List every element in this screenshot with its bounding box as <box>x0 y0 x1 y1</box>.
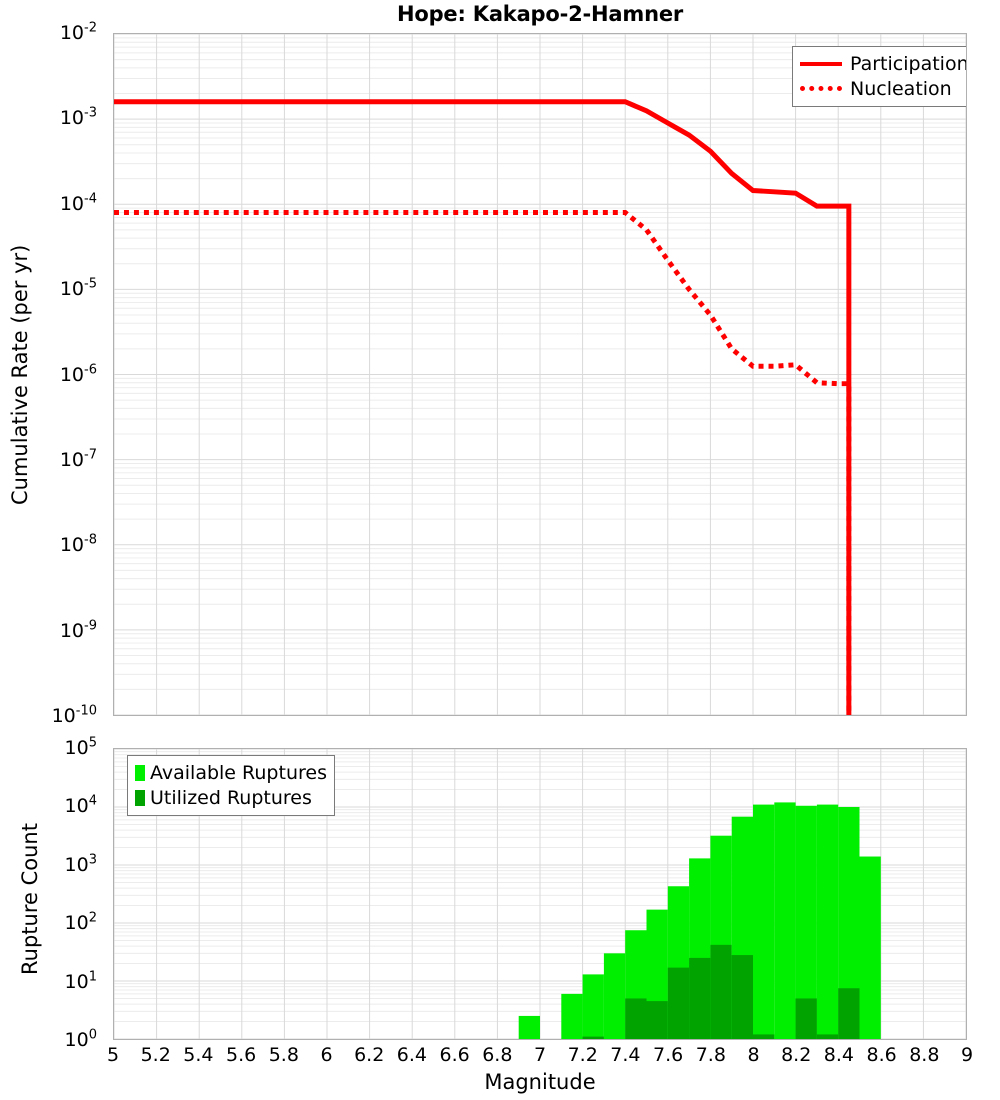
legend-label-utilized-ruptures: Utilized Ruptures <box>150 787 312 809</box>
bottom-panel-y-axis-title: Rupture Count <box>18 809 42 989</box>
x-tick-label: 5.2 <box>141 1044 171 1066</box>
top-panel-data-curves <box>114 34 966 715</box>
legend-label-available-ruptures: Available Ruptures <box>150 762 327 784</box>
bar-available <box>561 994 582 1039</box>
legend-label-nucleation: Nucleation <box>850 78 952 100</box>
bottom-panel-legend[interactable]: Available Ruptures Utilized Ruptures <box>127 755 335 816</box>
y-tick-label: 103 <box>65 854 97 876</box>
x-tick-label: 8.2 <box>781 1044 811 1066</box>
y-tick-label: 104 <box>65 795 97 817</box>
y-tick-label: 10-8 <box>60 534 97 556</box>
x-axis-title: Magnitude <box>113 1070 967 1094</box>
x-tick-label: 6.4 <box>397 1044 427 1066</box>
y-tick-label: 10-4 <box>60 193 97 215</box>
y-tick-label: 10-6 <box>60 364 97 386</box>
bar-utilized <box>689 958 710 1039</box>
y-tick-label: 105 <box>65 737 97 759</box>
x-tick-label: 6 <box>320 1044 332 1066</box>
bottom-panel-y-tick-labels: 105104103102101100 <box>0 748 105 1040</box>
bar-utilized <box>710 945 731 1039</box>
x-tick-label: 8.6 <box>866 1044 896 1066</box>
x-tick-label: 8.4 <box>824 1044 854 1066</box>
x-tick-label: 6.2 <box>354 1044 384 1066</box>
bar-utilized <box>583 1037 604 1039</box>
bar-available <box>774 802 795 1039</box>
rupture-count-plot: Available Ruptures Utilized Ruptures <box>113 748 967 1040</box>
available-ruptures-swatch-icon <box>135 765 145 781</box>
x-tick-label: 7.2 <box>568 1044 598 1066</box>
curve-nucleation <box>114 212 849 715</box>
y-tick-label: 10-2 <box>60 22 97 44</box>
x-tick-label: 5 <box>107 1044 119 1066</box>
y-tick-label: 100 <box>65 1029 97 1051</box>
bar-available <box>817 805 838 1039</box>
y-tick-label: 10-9 <box>60 620 97 642</box>
bar-utilized <box>796 998 817 1039</box>
x-tick-label: 5.8 <box>269 1044 299 1066</box>
bar-available <box>583 974 604 1039</box>
y-tick-label: 10-7 <box>60 449 97 471</box>
x-tick-label: 7.4 <box>610 1044 640 1066</box>
x-tick-label: 6.8 <box>482 1044 512 1066</box>
x-axis-tick-labels: 55.25.45.65.866.26.46.66.877.27.47.67.88… <box>113 1044 967 1070</box>
y-tick-label: 101 <box>65 971 97 993</box>
bar-utilized <box>625 998 646 1039</box>
legend-item-nucleation[interactable]: Nucleation <box>800 76 967 101</box>
x-tick-label: 6.6 <box>439 1044 469 1066</box>
legend-item-utilized-ruptures[interactable]: Utilized Ruptures <box>135 785 327 810</box>
x-tick-label: 8.8 <box>909 1044 939 1066</box>
x-tick-label: 7 <box>534 1044 546 1066</box>
y-tick-label: 102 <box>65 912 97 934</box>
bar-available <box>604 953 625 1039</box>
participation-line-swatch-icon <box>800 54 842 74</box>
utilized-ruptures-swatch-icon <box>135 790 145 806</box>
legend-item-participation[interactable]: Participation <box>800 51 967 76</box>
bar-utilized <box>647 1001 668 1039</box>
bar-utilized <box>753 1034 774 1039</box>
x-tick-label: 5.4 <box>183 1044 213 1066</box>
x-tick-label: 5.6 <box>226 1044 256 1066</box>
bar-utilized <box>732 955 753 1039</box>
bar-available <box>519 1016 540 1039</box>
bar-available <box>860 857 881 1039</box>
legend-item-available-ruptures[interactable]: Available Ruptures <box>135 760 327 785</box>
bar-utilized <box>817 1034 838 1039</box>
top-panel-legend[interactable]: Participation Nucleation <box>792 46 967 107</box>
x-tick-label: 9 <box>961 1044 973 1066</box>
cumulative-rate-plot: Participation Nucleation <box>113 33 967 716</box>
curve-participation <box>114 102 849 715</box>
figure-root: Hope: Kakapo-2-Hamner 10-2 10-3 10-4 10-5 10… <box>0 0 1000 1100</box>
x-tick-label: 8 <box>747 1044 759 1066</box>
y-tick-label: 10-5 <box>60 278 97 300</box>
bar-utilized <box>668 968 689 1039</box>
top-panel-y-axis-title: Cumulative Rate (per yr) <box>8 245 32 505</box>
page-title: Hope: Kakapo-2-Hamner <box>113 2 967 26</box>
y-tick-label: 10-3 <box>60 107 97 129</box>
nucleation-line-swatch-icon <box>800 79 842 99</box>
bar-available <box>753 805 774 1039</box>
x-tick-label: 7.6 <box>653 1044 683 1066</box>
y-tick-label: 10-10 <box>52 705 97 727</box>
x-tick-label: 7.8 <box>696 1044 726 1066</box>
legend-label-participation: Participation <box>850 53 967 75</box>
bar-utilized <box>838 988 859 1039</box>
